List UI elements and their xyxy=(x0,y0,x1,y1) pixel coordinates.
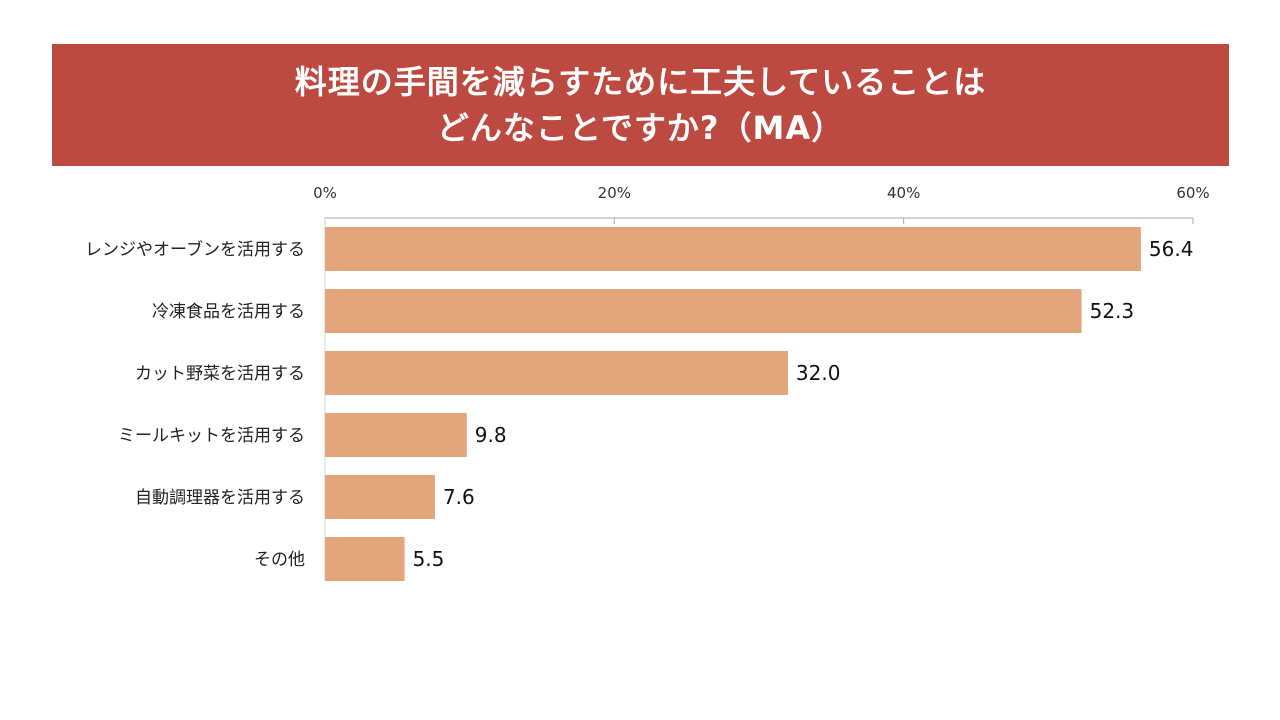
category-label: 自動調理器を活用する xyxy=(135,488,305,508)
category-label: カット野菜を活用する xyxy=(135,364,305,384)
x-tick-label: 40% xyxy=(887,184,920,202)
data-label: 5.5 xyxy=(413,547,445,571)
data-label: 56.4 xyxy=(1149,237,1194,261)
data-label: 7.6 xyxy=(443,485,475,509)
category-label: 冷凍食品を活用する xyxy=(152,302,305,322)
x-tick-label: 0% xyxy=(313,184,337,202)
title-banner: 料理の手間を減らすために工夫していることは どんなことですか?（MA） xyxy=(52,44,1229,166)
data-label: 52.3 xyxy=(1090,299,1135,323)
category-label: ミールキットを活用する xyxy=(118,426,305,446)
data-label: 32.0 xyxy=(796,361,841,385)
bar xyxy=(325,289,1082,333)
category-label: レンジやオーブンを活用する xyxy=(85,239,305,260)
bar xyxy=(325,413,467,457)
category-label: その他 xyxy=(254,550,305,570)
chart-title-line-1: 料理の手間を減らすために工夫していることは xyxy=(294,63,987,101)
x-tick-label: 60% xyxy=(1176,184,1209,202)
bar xyxy=(325,227,1141,271)
chart-title-line-2: どんなことですか?（MA） xyxy=(436,109,845,147)
bar xyxy=(325,475,435,519)
bar xyxy=(325,537,405,581)
x-tick-label: 20% xyxy=(598,184,631,202)
data-label: 9.8 xyxy=(475,423,507,447)
bar xyxy=(325,351,788,395)
